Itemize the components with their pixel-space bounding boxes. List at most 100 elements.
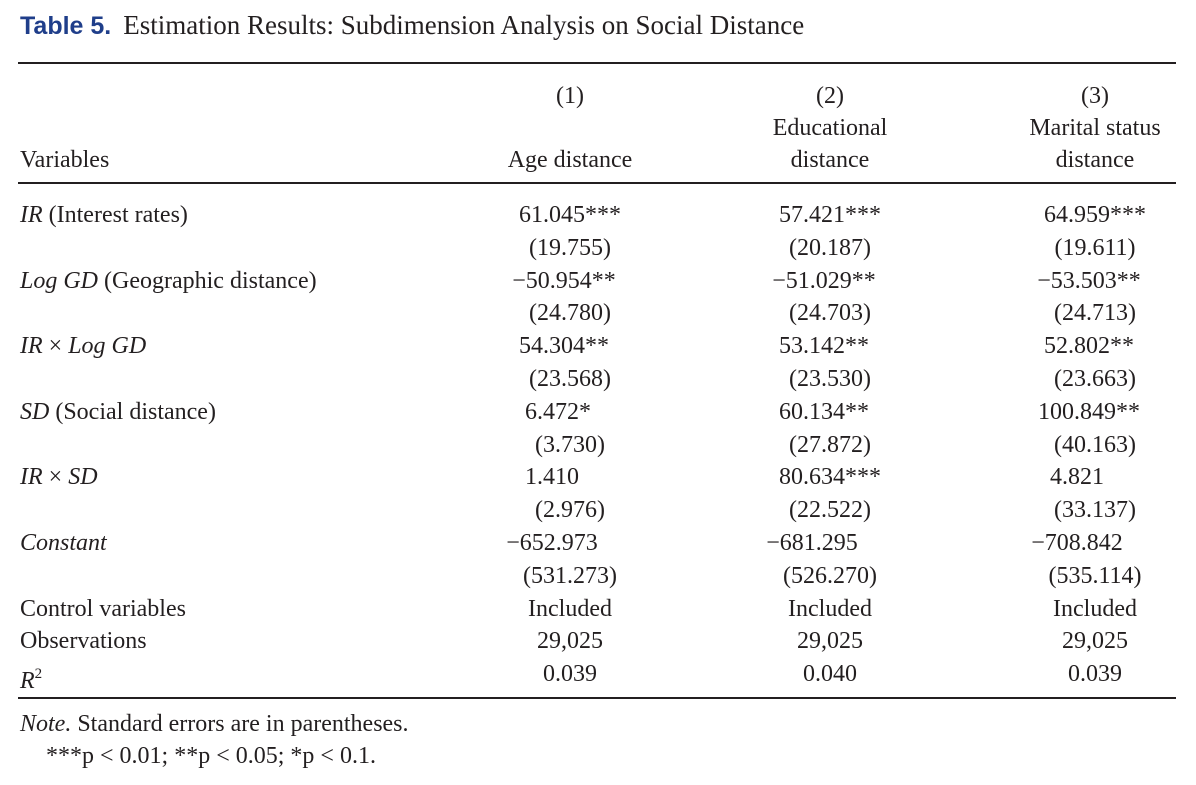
significance-stars: * (579, 398, 591, 425)
row-label: R2 (20, 658, 42, 698)
table-cell: 29,025 (730, 625, 930, 658)
table-cell: 80.634*** (730, 461, 930, 494)
cell-value: (23.568) (529, 365, 611, 392)
significance-stars: ** (591, 267, 616, 294)
table-cell: −652.973 (470, 527, 670, 560)
row-label-text: Observations (20, 628, 147, 655)
table-cell: −51.029** (730, 265, 930, 298)
significance-stars: ** (1110, 333, 1134, 360)
row-label-italic: SD (20, 398, 50, 425)
column-label-line2: distance (1055, 147, 1135, 173)
note-label: Note. (20, 711, 72, 737)
column-label-line2: Age distance (507, 147, 633, 173)
cell-value: 52.802 (1044, 333, 1110, 360)
cell-value: 0.040 (803, 661, 857, 688)
cell-value: Included (1053, 595, 1137, 622)
row-label-italic: IR (20, 202, 43, 228)
significance-stars: ** (1116, 398, 1140, 425)
table-cell: Included (995, 593, 1195, 626)
row-label-italic: Constant (20, 529, 107, 556)
table-row: IR × SD 1.410 80.634*** 4.821 (0, 461, 1196, 494)
row-label-italic: R (20, 668, 35, 695)
row-label-italic: Log GD (68, 333, 147, 360)
cell-value: 0.039 (1068, 661, 1122, 688)
table-cell: 1.410 (470, 461, 670, 494)
cell-value: 6.472 (525, 398, 579, 425)
cell-value: 61.045 (519, 202, 585, 228)
column-header-3: (3) Marital status distance (995, 80, 1195, 176)
table-cell: 6.472* (470, 396, 670, 429)
variables-header: Variables (20, 147, 110, 173)
table-cell: −681.295 (730, 527, 930, 560)
row-label: SD (Social distance) (20, 396, 216, 429)
table-note: Note. Standard errors are in parentheses… (20, 708, 409, 740)
table-row: (23.568) (23.530) (23.663) (0, 363, 1196, 396)
row-label-italic: Log GD (20, 267, 99, 294)
row-label-text: Control variables (20, 595, 186, 622)
row-label: IR × SD (20, 461, 98, 494)
row-label-italic: SD (68, 464, 98, 491)
significance-stars: ** (585, 333, 609, 360)
cell-value: (526.270) (783, 562, 877, 589)
row-label-text: (Social distance) (49, 398, 216, 425)
cell-value: −50.954 (512, 267, 592, 294)
table-cell: (3.730) (470, 429, 670, 462)
cell-value: (27.872) (789, 431, 871, 458)
table-row: (19.755) (20.187) (19.611) (0, 232, 1196, 265)
cell-value: (531.273) (523, 562, 617, 589)
column-number: (3) (1081, 83, 1109, 109)
row-label-text: × (42, 333, 69, 360)
cell-value: 29,025 (1062, 628, 1128, 655)
cell-value: 60.134 (779, 398, 845, 425)
row-label: IR (Interest rates) (20, 199, 188, 232)
cell-value: 100.849 (1038, 398, 1116, 425)
table-caption: Estimation Results: Subdimension Analysi… (123, 10, 805, 40)
table-cell: (531.273) (470, 560, 670, 593)
cell-value: −681.295 (766, 529, 858, 556)
table-row: Log GD (Geographic distance) −50.954** −51… (0, 265, 1196, 298)
table-cell: (24.703) (730, 297, 930, 330)
table-row: (3.730) (27.872) (40.163) (0, 429, 1196, 462)
table-cell: (40.163) (995, 429, 1195, 462)
table-body: IR (Interest rates) 61.045*** 57.421*** 64.… (0, 199, 1196, 694)
row-label: Constant (20, 527, 107, 560)
cell-value: 4.821 (1050, 464, 1104, 491)
row-label-text: × (42, 464, 69, 491)
cell-value: −53.503 (1037, 267, 1117, 294)
table-row: IR (Interest rates) 61.045*** 57.421*** 64.… (0, 199, 1196, 232)
cell-value: (20.187) (789, 234, 871, 261)
table-cell: (535.114) (995, 560, 1195, 593)
table-cell: 0.040 (730, 658, 930, 691)
table-cell: −53.503** (995, 265, 1195, 298)
note-text: Standard errors are in parentheses. (71, 711, 409, 737)
table-cell: 52.802** (995, 330, 1195, 363)
table-cell: 60.134** (730, 396, 930, 429)
significance-stars: *** (1110, 202, 1146, 228)
table-row: Constant −652.973 −681.295 −708.842 (0, 527, 1196, 560)
column-label-line1: Educational (772, 115, 888, 141)
table-cell: 0.039 (470, 658, 670, 691)
cell-value: Included (788, 595, 872, 622)
cell-value: 29,025 (797, 628, 863, 655)
cell-value: 64.959 (1044, 202, 1110, 228)
table-cell: (23.568) (470, 363, 670, 396)
table-cell: (33.137) (995, 494, 1195, 527)
cell-value: (24.703) (789, 300, 871, 327)
table-cell: 29,025 (470, 625, 670, 658)
row-label: Observations (20, 625, 147, 658)
row-label: Control variables (20, 593, 186, 626)
cell-value: (23.663) (1054, 365, 1136, 392)
table-row: R2 0.039 0.040 0.039 (0, 658, 1196, 694)
cell-value: Included (528, 595, 612, 622)
row-label-text: (Interest rates) (42, 202, 188, 228)
significance-stars: *** (845, 202, 881, 228)
table-cell: Included (470, 593, 670, 626)
table-cell: 4.821 (995, 461, 1195, 494)
cell-value: 80.634 (779, 464, 845, 491)
table-cell: (23.530) (730, 363, 930, 396)
table-cell: 29,025 (995, 625, 1195, 658)
significance-note: ***p < 0.01; **p < 0.05; *p < 0.1. (46, 743, 376, 769)
significance-stars: ** (1116, 267, 1141, 294)
table-row: IR × Log GD 54.304** 53.142** 52.802** (0, 330, 1196, 363)
